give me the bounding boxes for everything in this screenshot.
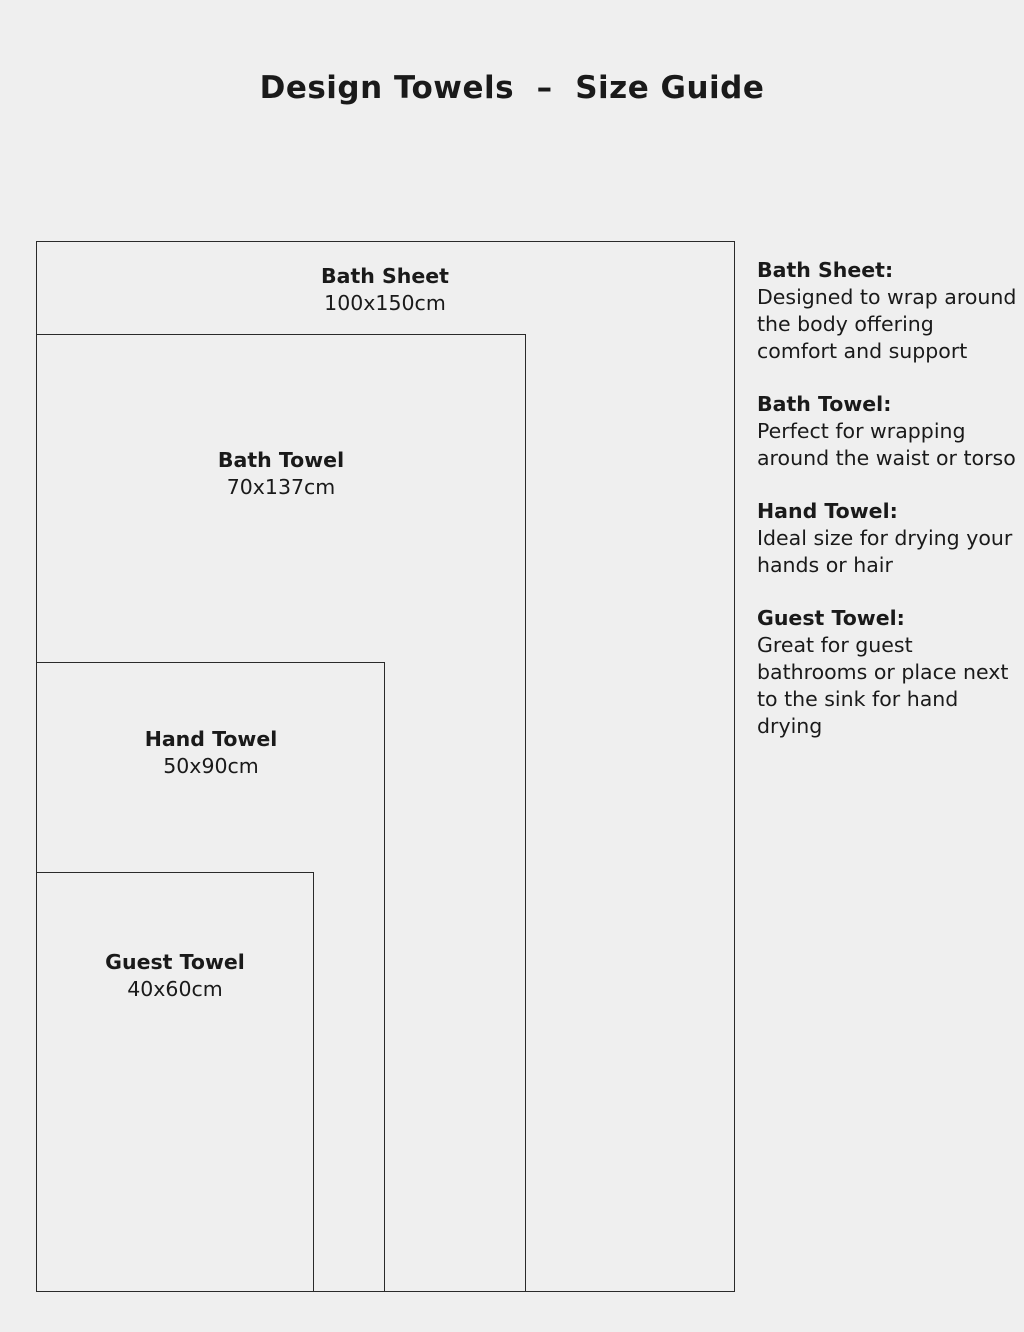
page-title: Design Towels – Size Guide	[259, 70, 765, 106]
description-heading: Hand Towel:	[757, 499, 898, 523]
towel-size: 50x90cm	[163, 754, 259, 778]
guest-towel-label: Guest Towel 40x60cm	[105, 949, 245, 1003]
towel-size: 40x60cm	[127, 977, 223, 1001]
towel-name: Hand Towel	[144, 727, 278, 751]
hand-towel-label: Hand Towel 50x90cm	[145, 726, 278, 780]
towel-name: Bath Towel	[217, 448, 345, 472]
description-heading: Bath Towel:	[757, 392, 892, 416]
description-text: Great for guest bathrooms or place next …	[757, 633, 1009, 738]
bath-towel-label: Bath Towel 70x137cm	[218, 447, 344, 501]
description-guest-towel: Guest Towel: Great for guest bathrooms o…	[757, 605, 1017, 740]
bath-sheet-label: Bath Sheet 100x150cm	[321, 263, 449, 317]
description-bath-towel: Bath Towel: Perfect for wrapping around …	[757, 391, 1017, 472]
description-heading: Guest Towel:	[757, 606, 905, 630]
description-text: Ideal size for drying your hands or hair	[757, 526, 1013, 577]
guest-towel-outline	[36, 872, 314, 1292]
description-bath-sheet: Bath Sheet: Designed to wrap around the …	[757, 257, 1017, 365]
descriptions: Bath Sheet: Designed to wrap around the …	[757, 257, 1017, 766]
description-text: Perfect for wrapping around the waist or…	[757, 419, 1016, 470]
description-hand-towel: Hand Towel: Ideal size for drying your h…	[757, 498, 1017, 579]
towel-size: 100x150cm	[324, 291, 446, 315]
description-text: Designed to wrap around the body offerin…	[757, 285, 1017, 363]
towel-size: 70x137cm	[226, 475, 336, 499]
towel-name: Guest Towel	[105, 950, 245, 974]
towel-name: Bath Sheet	[321, 264, 449, 288]
description-heading: Bath Sheet:	[757, 258, 894, 282]
